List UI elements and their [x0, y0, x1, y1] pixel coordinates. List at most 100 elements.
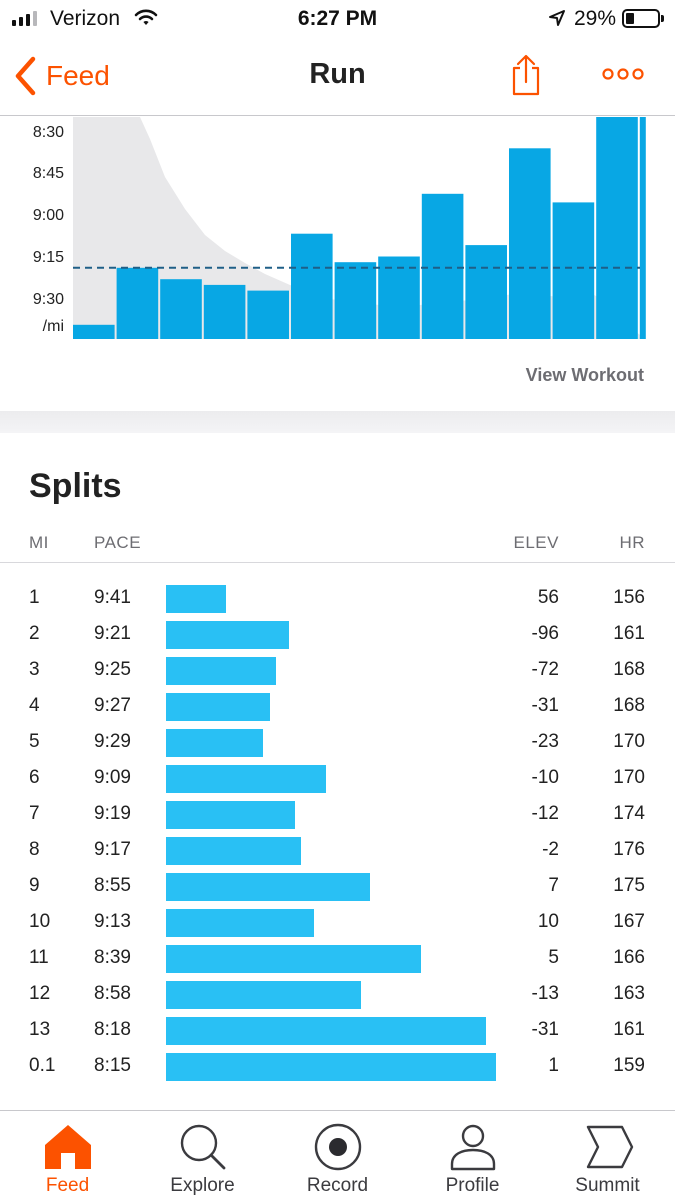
split-row: 11 8:39 5 166: [0, 941, 675, 977]
split-pace-bar: [166, 729, 264, 757]
split-elevation: 1: [548, 1055, 559, 1076]
split-pace: 9:27: [94, 695, 131, 716]
split-elevation: -10: [531, 767, 559, 788]
split-elevation: 56: [537, 587, 559, 608]
status-time: 6:27 PM: [297, 7, 378, 30]
pace-bar: [639, 117, 646, 339]
split-heart-rate: 156: [613, 587, 645, 608]
pace-chart: 8:30 8:45 9:00 9:15 9:30 /mi View Workou…: [0, 117, 675, 411]
split-elevation: -96: [531, 623, 559, 644]
pace-bar: [596, 117, 638, 339]
split-pace: 8:58: [94, 983, 131, 1004]
back-button[interactable]: Feed: [14, 56, 110, 96]
pace-bar: [160, 279, 202, 339]
y-tick-label: 9:00: [32, 207, 64, 224]
split-elevation: -23: [531, 731, 559, 752]
pace-bar: [378, 256, 420, 339]
status-bar: Verizon 6:27 PM 29%: [0, 0, 675, 40]
split-mile: 9: [29, 875, 40, 896]
tab-record[interactable]: Record: [270, 1111, 405, 1200]
y-tick-label: 8:45: [32, 165, 64, 182]
split-row: 3 9:25 -72 168: [0, 653, 675, 689]
tab-label: Summit: [575, 1175, 640, 1196]
split-pace: 8:55: [94, 875, 131, 896]
split-heart-rate: 168: [613, 659, 645, 680]
record-icon: [314, 1123, 362, 1171]
split-heart-rate: 176: [613, 839, 645, 860]
y-axis-unit: /mi: [42, 318, 64, 335]
split-pace-bar: [166, 1053, 496, 1081]
pace-chart-svg: [73, 117, 646, 339]
split-row: 1 9:41 56 156: [0, 581, 675, 617]
split-heart-rate: 161: [613, 623, 645, 644]
split-mile: 8: [29, 839, 40, 860]
split-mile: 7: [29, 803, 40, 824]
split-heart-rate: 159: [613, 1055, 645, 1076]
split-pace-bar: [166, 693, 270, 721]
signal-icon: [12, 10, 37, 26]
split-mile: 13: [29, 1019, 51, 1040]
split-mile: 1: [29, 587, 40, 608]
split-pace: 9:41: [94, 587, 131, 608]
pace-bar: [509, 148, 551, 339]
split-pace: 8:15: [94, 1055, 131, 1076]
share-icon[interactable]: [510, 54, 542, 96]
home-icon: [45, 1125, 91, 1169]
more-icon[interactable]: [602, 67, 644, 81]
view-workout-link[interactable]: View Workout: [525, 365, 644, 385]
y-tick-label: 9:15: [32, 249, 64, 266]
split-mile: 10: [29, 911, 51, 932]
split-elevation: -12: [531, 803, 559, 824]
header-mi: MI: [29, 533, 49, 552]
pace-bar: [116, 267, 159, 339]
splits-section: Splits MI PACE ELEV HR 1 9:41 56 156 2 9:21 -9…: [0, 433, 675, 1110]
wifi-icon: [134, 9, 158, 25]
tab-bar: Feed Explore Record Profile Summit: [0, 1110, 675, 1200]
split-row: 12 8:58 -13 163: [0, 977, 675, 1013]
battery-percent: 29%: [574, 7, 617, 30]
split-pace: 9:19: [94, 803, 131, 824]
split-heart-rate: 161: [613, 1019, 645, 1040]
chevron-left-icon: [15, 56, 36, 96]
pace-bar: [465, 245, 507, 339]
pace-bar: [421, 193, 464, 339]
split-pace-bar: [166, 981, 361, 1009]
split-heart-rate: 174: [613, 803, 645, 824]
split-heart-rate: 168: [613, 695, 645, 716]
split-pace: 9:17: [94, 839, 131, 860]
split-mile: 0.1: [29, 1055, 56, 1076]
split-mile: 12: [29, 983, 51, 1004]
split-mile: 2: [29, 623, 40, 644]
split-elevation: -13: [531, 983, 559, 1004]
split-row: 0.1 8:15 1 159: [0, 1049, 675, 1085]
split-pace: 9:13: [94, 911, 131, 932]
pace-bar: [247, 290, 289, 339]
summit-icon: [586, 1125, 634, 1169]
nav-bar: Feed Run: [0, 40, 675, 116]
split-row: 13 8:18 -31 161: [0, 1013, 675, 1049]
split-pace: 8:18: [94, 1019, 131, 1040]
y-tick-label: 8:30: [32, 124, 64, 141]
carrier-name: Verizon: [50, 7, 121, 30]
search-icon: [180, 1124, 226, 1170]
split-heart-rate: 175: [613, 875, 645, 896]
tab-feed[interactable]: Feed: [0, 1111, 135, 1200]
split-pace-bar: [166, 657, 276, 685]
split-pace: 9:29: [94, 731, 131, 752]
split-elevation: -31: [531, 695, 559, 716]
split-pace-bar: [166, 945, 421, 973]
split-heart-rate: 163: [613, 983, 645, 1004]
pace-bar: [334, 262, 377, 339]
header-elev: ELEV: [513, 533, 559, 552]
tab-profile[interactable]: Profile: [405, 1111, 540, 1200]
pace-bar: [552, 202, 595, 339]
split-mile: 5: [29, 731, 40, 752]
split-elevation: -2: [542, 839, 559, 860]
split-pace: 9:25: [94, 659, 131, 680]
split-elevation: 5: [548, 947, 559, 968]
split-pace: 9:09: [94, 767, 131, 788]
tab-summit[interactable]: Summit: [540, 1111, 675, 1200]
split-row: 8 9:17 -2 176: [0, 833, 675, 869]
tab-explore[interactable]: Explore: [135, 1111, 270, 1200]
split-row: 9 8:55 7 175: [0, 869, 675, 905]
